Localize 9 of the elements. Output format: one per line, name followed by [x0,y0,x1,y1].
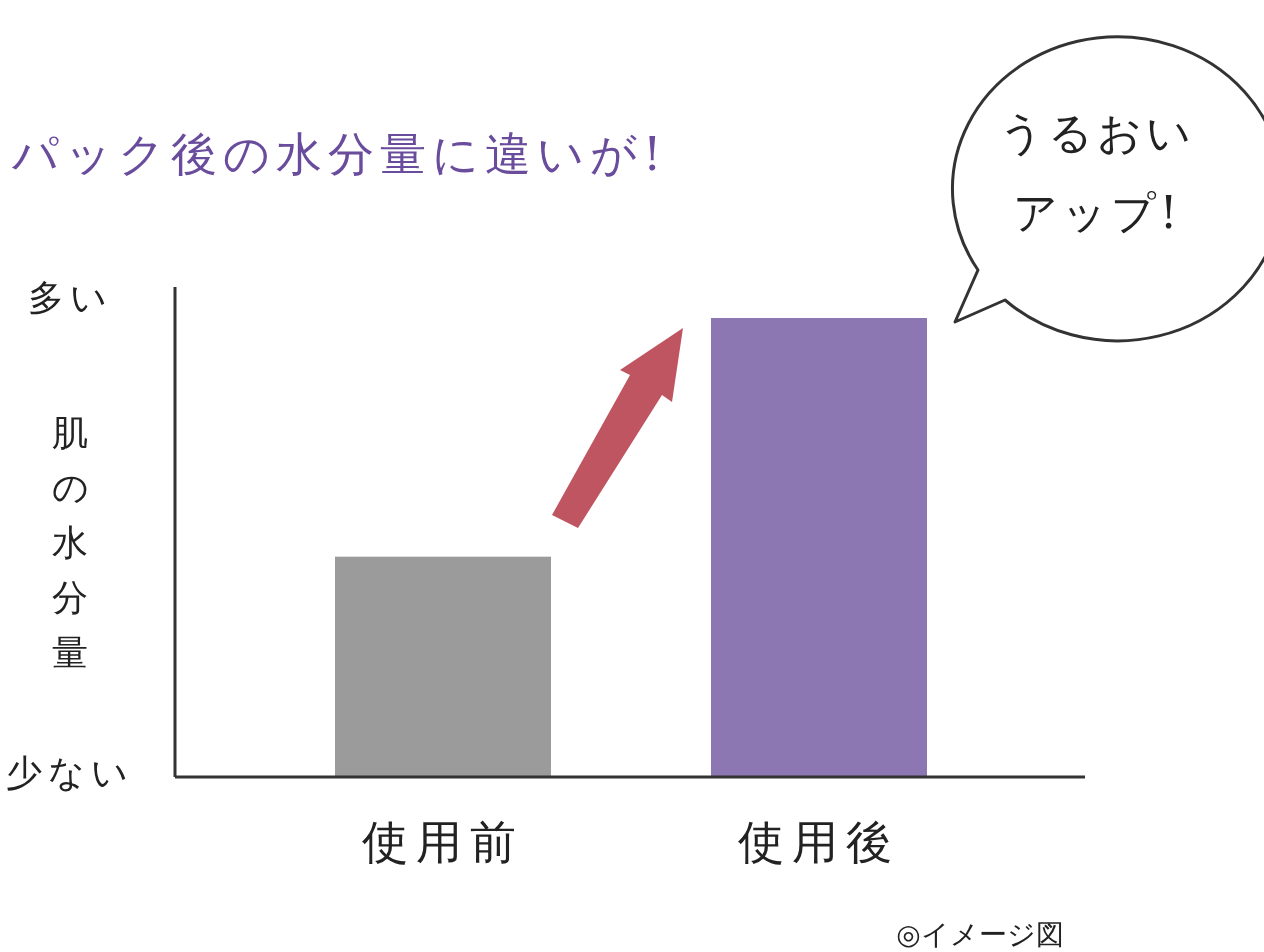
chart-title: パック後の水分量に違いが! [11,127,668,181]
y-axis-title: 肌の水分量 [51,412,89,673]
text: うるおい [999,107,1195,158]
text: 多い [27,277,113,318]
text: ◎イメージ図 [896,918,1064,951]
x-tick-label: 使用前 [362,815,524,869]
text: アップ! [1012,187,1182,238]
x-tick-label: 使用後 [738,815,900,869]
text: 少ない [6,752,134,793]
